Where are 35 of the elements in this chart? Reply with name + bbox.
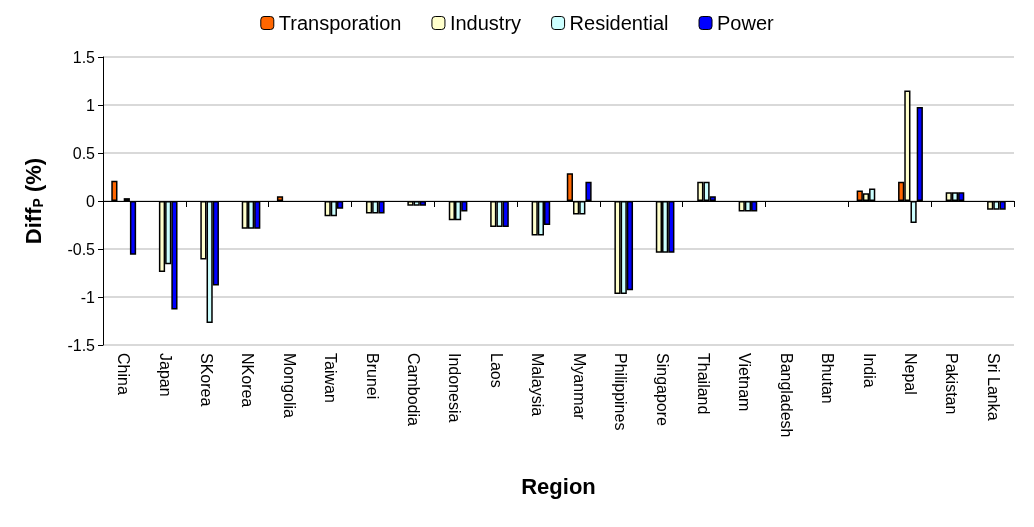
x-tick-label: China: [115, 353, 133, 395]
y-tick-label: -1: [80, 288, 96, 306]
x-tick-label: Vietnam: [736, 353, 754, 412]
legend-label: Industry: [449, 12, 522, 34]
y-tick-label: 1: [86, 96, 96, 114]
y-axis-title: DiffP (%): [20, 157, 46, 245]
x-tick-label: Singapore: [653, 353, 671, 427]
y-tick-label: 1.5: [72, 48, 96, 66]
x-tick-label: NKorea: [239, 353, 257, 408]
x-tick-label: Bhutan: [819, 353, 837, 404]
x-tick-label: Malaysia: [529, 353, 547, 417]
x-tick-label: Mongolia: [280, 353, 298, 419]
legend-label: Residential: [569, 12, 669, 34]
y-tick-label: 0: [86, 192, 96, 210]
x-tick-label: Myanmar: [570, 353, 588, 421]
x-tick-label: Philippines: [612, 353, 630, 431]
x-tick-label: SKorea: [198, 353, 216, 407]
x-tick-label: Indonesia: [446, 353, 464, 423]
x-tick-label: Pakistan: [943, 353, 961, 415]
x-tick-label: Japan: [156, 353, 174, 397]
x-tick-label: India: [860, 353, 878, 388]
x-tick-label: Nepal: [901, 353, 919, 395]
legend-label: Transporation: [278, 12, 402, 34]
legend-label: Power: [717, 12, 775, 34]
x-tick-label: Thailand: [694, 353, 712, 415]
x-tick-label: Sri Lanka: [984, 353, 1002, 421]
x-tick-label: Cambodia: [405, 353, 423, 427]
x-axis-title: Region: [521, 473, 596, 499]
x-tick-label: Brunei: [363, 353, 381, 400]
x-tick-label: Taiwan: [322, 353, 340, 403]
x-tick-label: Bangladesh: [777, 353, 795, 438]
y-tick-label: -1.5: [67, 336, 96, 354]
y-tick-label: -0.5: [67, 240, 96, 258]
x-tick-label: Laos: [487, 353, 505, 388]
y-tick-label: 0.5: [72, 144, 96, 162]
